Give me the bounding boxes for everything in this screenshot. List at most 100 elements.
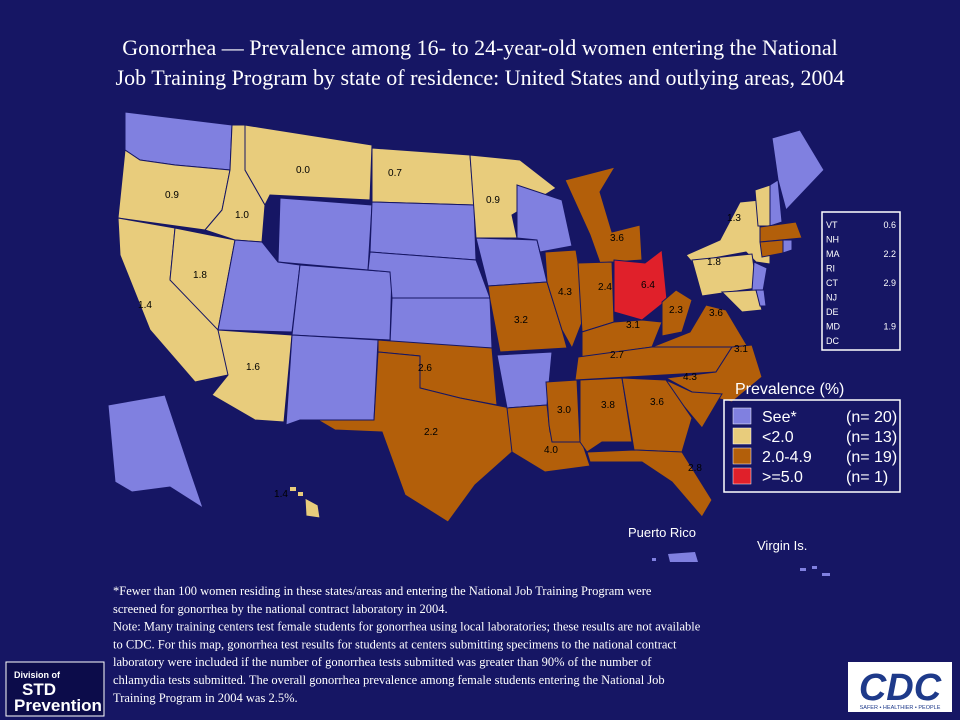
state (564, 166, 643, 264)
logo-box (5, 661, 105, 717)
inset-state: MA (826, 249, 840, 259)
state (496, 351, 553, 409)
logo-box (848, 662, 952, 712)
footnote-line: Note: Many training centers test female … (113, 620, 701, 634)
state-value: 1.4 (274, 489, 288, 500)
state-value: 1.4 (138, 300, 152, 311)
footnote-line: Training Program in 2004 was 2.5%. (113, 691, 298, 705)
footnote: *Fewer than 100 women residing in these … (113, 584, 701, 705)
virgin-islands (812, 566, 817, 569)
title-line: Gonorrhea — Prevalence among 16- to 24-y… (122, 35, 838, 60)
place-label: Puerto Rico (628, 525, 696, 540)
legend-swatch (732, 467, 752, 485)
state-value: 3.1 (626, 320, 640, 331)
state-values: 0.9 0.0 0.7 0.9 1.0 1.8 1.4 1.6 2.6 2.2 … (138, 165, 748, 500)
cdc-logo: CDC SAFER • HEALTHIER • PEOPLE (848, 662, 952, 712)
state-value: 2.8 (688, 463, 702, 474)
state (754, 184, 771, 227)
state (664, 344, 763, 403)
state (691, 253, 758, 297)
logo-text: STD (22, 680, 56, 699)
us-map (107, 111, 830, 576)
state (475, 237, 548, 287)
state-value: 3.1 (734, 344, 748, 355)
legend-count: (n= 20) (846, 409, 897, 426)
state-value: 0.7 (388, 168, 402, 179)
state-value: 1.0 (235, 210, 249, 221)
state (369, 201, 477, 261)
std-logo: Division of STD Prevention (5, 661, 105, 717)
legend-label: See* (762, 409, 797, 426)
footnote-line: *Fewer than 100 women residing in these … (113, 584, 652, 598)
legend-count: (n= 1) (846, 469, 888, 486)
legend: See* (n= 20) <2.0 (n= 13) 2.0-4.9 (n= 19) >=5.… (732, 407, 897, 486)
state (277, 197, 373, 271)
virgin-islands (822, 573, 830, 576)
state (285, 334, 379, 426)
state (771, 129, 825, 211)
legend-count: (n= 13) (846, 429, 897, 446)
legend-label: >=5.0 (762, 469, 803, 486)
state (516, 184, 573, 253)
state (389, 297, 493, 349)
state-value: 2.4 (598, 282, 612, 293)
inset-state: MD (826, 322, 840, 332)
state (577, 261, 615, 333)
puerto-rico (668, 552, 698, 562)
legend-swatch (732, 447, 752, 465)
inset-state: RI (826, 264, 835, 274)
inset-table: VT 0.6 NH MA 2.2 RI CT 2.9 NJ DE MD 1.9 DC (826, 220, 896, 346)
logo-text: Prevention (14, 696, 102, 715)
state-value: 3.6 (610, 233, 624, 244)
inset-state: NH (826, 235, 839, 245)
state (244, 124, 373, 207)
inset-state: VT (826, 220, 838, 230)
alaska (107, 394, 204, 510)
state (661, 289, 693, 337)
hawaii (298, 492, 303, 496)
footnote-line: laboratory were included if the number o… (113, 655, 652, 669)
state-value: 1.3 (727, 213, 741, 224)
state-value: 0.9 (165, 190, 179, 201)
state (291, 264, 393, 341)
hawaii (290, 487, 296, 491)
puerto-rico (652, 558, 656, 561)
state-value: 2.6 (418, 363, 432, 374)
state-value: 2.2 (424, 427, 438, 438)
virgin-islands (800, 568, 806, 571)
state (769, 179, 783, 227)
inset-value: 1.9 (883, 322, 896, 332)
state-value: 2.3 (669, 305, 683, 316)
inset-box (821, 211, 901, 351)
footnote-line: to CDC. For this map, gonorrhea test res… (113, 637, 677, 651)
inset-state: NJ (826, 293, 837, 303)
legend-label: 2.0-4.9 (762, 449, 812, 466)
inset-state: DE (826, 307, 839, 317)
legend-count: (n= 19) (846, 449, 897, 466)
logo-text: SAFER • HEALTHIER • PEOPLE (860, 705, 941, 711)
state (759, 221, 803, 243)
logo-text: CDC (859, 667, 942, 709)
state-value: 6.4 (641, 280, 655, 291)
state-value: 1.6 (246, 362, 260, 373)
state (782, 239, 793, 254)
inset-value: 2.2 (883, 249, 896, 259)
hawaii (304, 497, 321, 519)
state-value: 0.9 (486, 195, 500, 206)
state-value: 1.8 (193, 270, 207, 281)
state (586, 449, 713, 518)
inset-state: CT (826, 278, 838, 288)
inset-value: 2.9 (883, 278, 896, 288)
footnote-line: chlamydia tests submitted. The overall g… (113, 673, 665, 687)
title-line: Job Training Program by state of residen… (116, 65, 845, 90)
legend-swatch (732, 427, 752, 445)
state (316, 351, 513, 523)
state-value: 3.6 (650, 397, 664, 408)
inset-state: DC (826, 336, 839, 346)
legend-box (723, 399, 901, 493)
state-value: 1.8 (707, 257, 721, 268)
place-label: Virgin Is. (757, 538, 807, 553)
state (720, 289, 763, 313)
inset-value: 0.6 (883, 220, 896, 230)
